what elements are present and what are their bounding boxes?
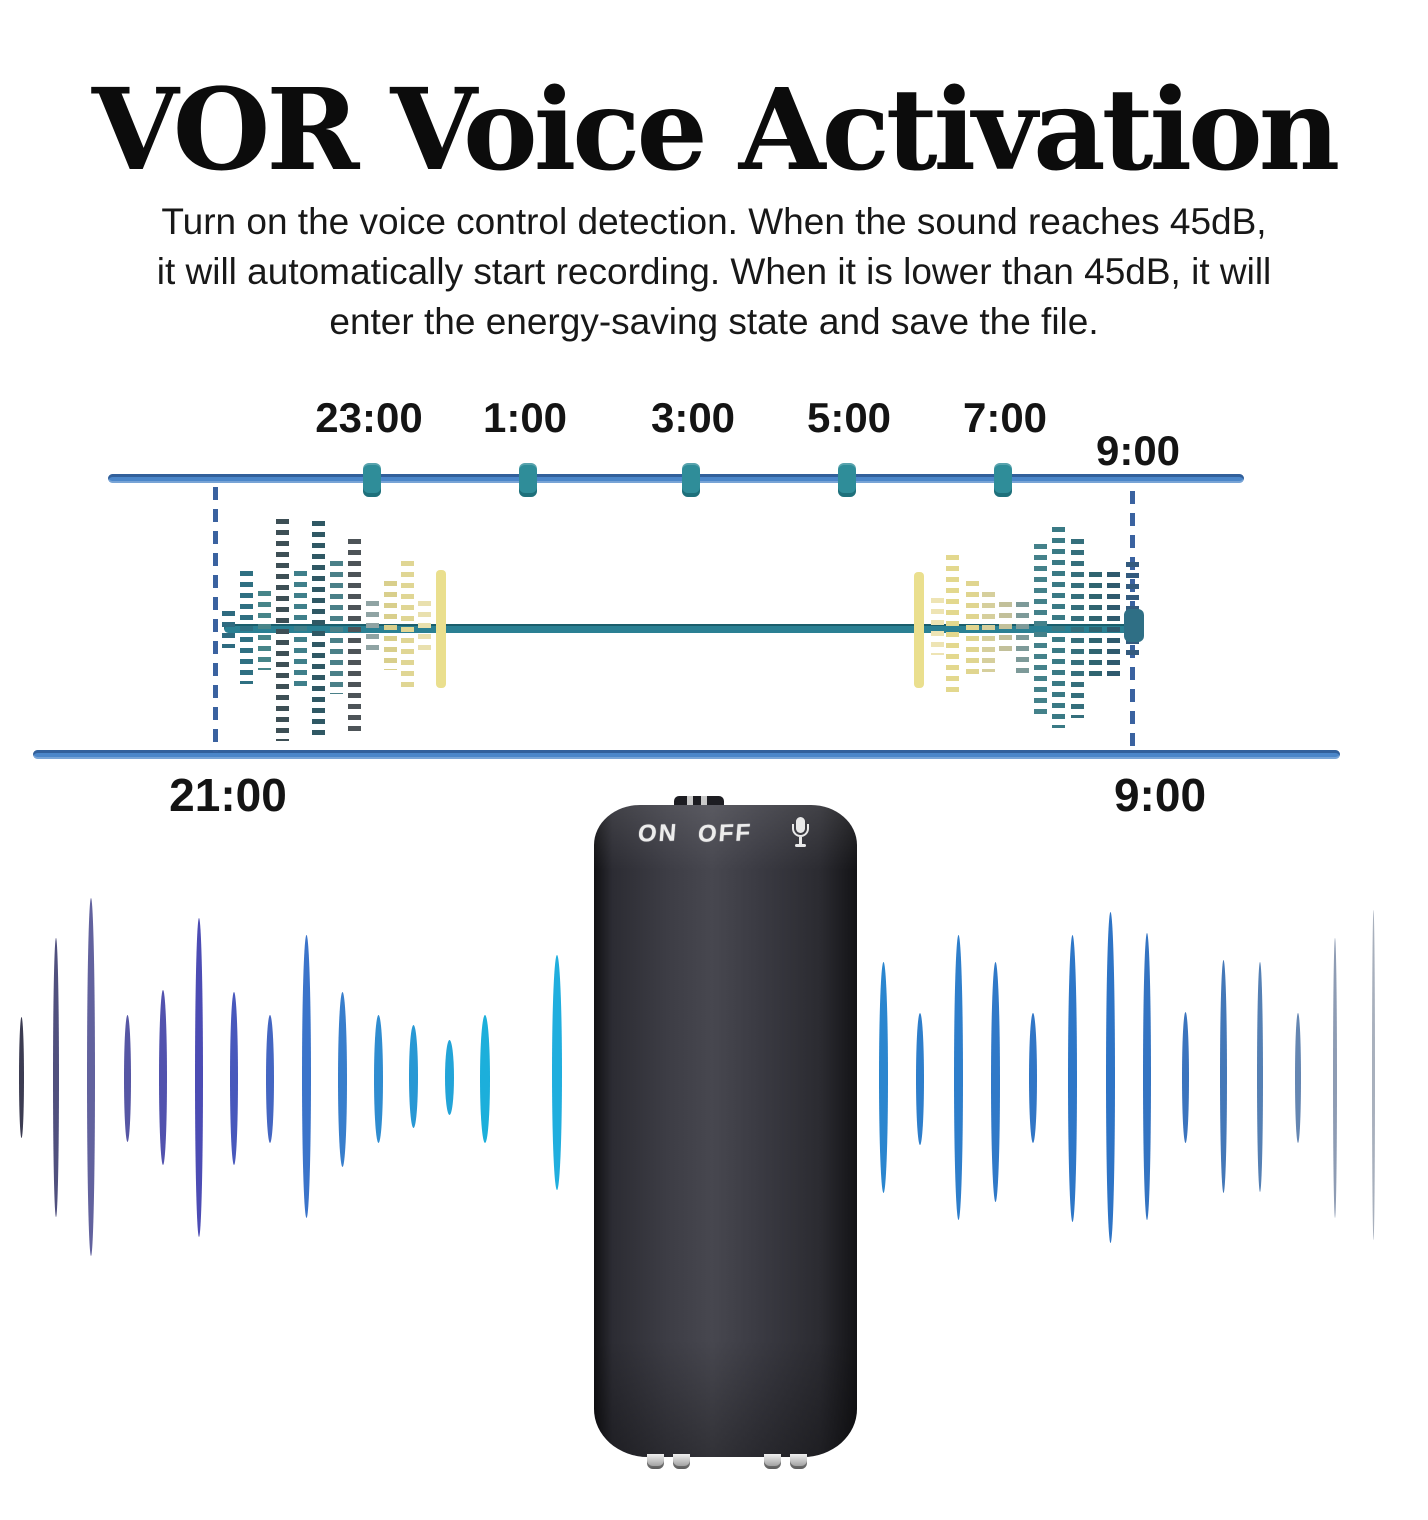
sound-wave-bar [1295,1013,1301,1143]
description-text: Turn on the voice control detection. Whe… [0,197,1428,347]
vor-waveform-column [239,571,253,684]
voice-recorder-device: ON OFF [594,796,857,1469]
vor-waveform-column [329,561,343,694]
time-tick [363,463,381,497]
vor-waveform-column [945,555,959,693]
sound-wave-bar [1333,938,1337,1218]
description-line-2: it will automatically start recording. W… [156,251,1272,292]
microphone-stem [799,837,802,844]
device-foot-right [764,1454,807,1469]
foot-cap [790,1454,807,1469]
vor-waveform-column [417,601,431,652]
vor-waveform-column [1033,544,1047,718]
device-body [594,805,857,1457]
sound-wave-bar [1105,912,1115,1243]
time-label: 1:00 [482,394,568,441]
sound-wave-bar [266,1015,274,1143]
sound-wave-bar [990,962,1000,1202]
sound-wave-bar [408,1025,418,1128]
microphone-arc [792,824,809,837]
vor-waveform-column [400,561,414,692]
time-label: 7:00 [962,394,1048,441]
vor-waveform-column [1015,602,1029,675]
sound-wave-bar [480,1015,490,1143]
sound-wave-bar [444,1040,454,1115]
sound-wave-bar [18,1017,24,1138]
vor-waveform-column [365,601,379,656]
vor-waveform-column [965,581,979,675]
center-line-end-cap [1124,609,1144,642]
time-tick [994,463,1012,497]
foot-cap [764,1454,781,1469]
sound-wave-bar [123,1015,131,1142]
sound-wave-bar [552,955,562,1190]
sound-wave-bar [159,990,167,1165]
vor-waveform-column [1070,539,1084,718]
timeline-top-line [108,474,1244,483]
vor-waveform-column [1088,572,1102,682]
vor-waveform-column [257,591,271,670]
time-label: 9:00 [1113,769,1207,821]
vor-waveform-column [998,602,1012,655]
time-label: 23:00 [315,394,423,441]
vor-waveform-column [930,598,944,655]
time-tick [838,463,856,497]
sound-wave-bar [195,918,203,1237]
time-label: 5:00 [806,394,892,441]
vor-waveform-column [383,581,397,670]
device-foot-left [647,1454,690,1469]
off-label: OFF [696,819,754,848]
sound-wave-bar [1371,910,1375,1240]
sound-wave-bar [878,962,888,1193]
microphone-base [795,844,806,847]
recording-center-line [224,624,1140,633]
vor-waveform-column [293,571,307,687]
sound-wave-bar [916,1013,924,1145]
vor-waveform-column [1051,527,1065,728]
sound-wave-bar [301,935,311,1218]
on-label: ON [636,819,680,848]
vor-waveform-column [221,611,235,648]
sound-wave-bar [337,992,347,1167]
vor-waveform-column [347,539,361,735]
time-label: 9:00 [1095,427,1181,474]
timeline-bottom-line [33,750,1340,759]
sound-wave-bar [53,938,59,1217]
time-label: 3:00 [650,394,736,441]
sound-wave-bar [1219,960,1227,1193]
vor-waveform-column [981,592,995,672]
description-line-3: enter the energy-saving state and save t… [329,301,1099,342]
sound-wave-bar [1257,962,1263,1192]
time-tick [682,463,700,497]
description-line-1: Turn on the voice control detection. Whe… [161,201,1267,242]
foot-cap [647,1454,664,1469]
page-title: VOR Voice Activation [91,65,1340,197]
vor-waveform-column [436,570,446,688]
vor-waveform-column [311,521,325,741]
sound-wave-bar [87,898,95,1256]
foot-cap [673,1454,690,1469]
sound-wave-bar [1067,935,1077,1222]
sound-wave-bar [230,992,238,1165]
vor-waveform-column [1106,572,1120,677]
vor-waveform-column [914,572,924,688]
recording-window-boundary [213,487,218,752]
time-label: 21:00 [169,769,287,821]
sound-wave-bar [373,1015,383,1143]
time-tick [519,463,537,497]
sound-wave-bar [1029,1013,1037,1143]
microphone-icon [790,817,812,853]
sound-wave-bar [953,935,963,1220]
sound-wave-bar [1143,933,1151,1220]
vor-waveform-column [275,519,289,741]
sound-wave-bar [1181,1012,1189,1143]
